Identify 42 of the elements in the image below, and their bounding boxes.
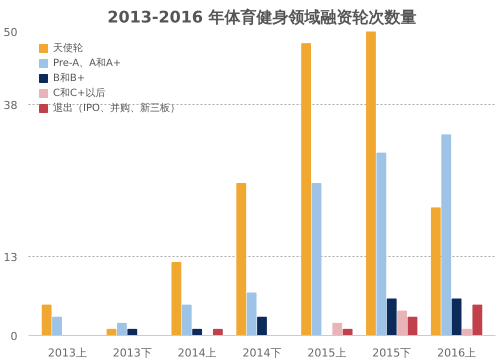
legend-label: C和C+以后 [53,86,106,100]
bar [376,152,386,336]
x-tick-label: 2014上 [178,346,217,360]
bar [366,32,376,336]
legend-label: B和B+ [53,72,86,85]
x-tick-label: 2013上 [48,346,87,360]
bar [472,304,482,336]
legend-label: Pre-A、A和A+ [53,56,122,70]
bar [342,328,353,336]
bar [246,292,257,336]
bar [312,183,322,336]
bar [386,298,397,336]
x-tick-label: 2015上 [307,346,346,360]
bar [212,328,223,336]
x-tick-label: 2016上 [437,346,476,360]
bar [257,316,267,336]
bar [171,262,182,336]
bar [42,304,52,336]
y-tick-label: 50 [4,26,18,39]
legend-label: 退出（IPO、并购、新三板） [53,102,180,115]
x-tick-label: 2015下 [372,346,412,360]
bar [452,298,462,336]
y-tick-label: 0 [10,330,18,343]
bar [106,328,116,336]
bar [52,316,62,336]
bar [116,322,127,336]
bar [441,134,452,336]
y-tick-label: 13 [4,250,18,264]
bar [332,322,342,336]
bar [430,207,441,336]
chart-title: 2013-2016 年体育健身领域融资轮次数量 [107,8,417,26]
bar [408,316,418,336]
bar [462,328,472,336]
bar [397,310,408,336]
x-tick-label: 2013下 [112,346,152,360]
bar [301,43,312,336]
legend-label: 天使轮 [53,42,83,55]
bar [192,328,202,336]
x-tick-label: 2014下 [242,346,282,360]
bar [236,183,246,336]
bar [182,304,192,336]
y-tick-label: 38 [4,98,18,112]
